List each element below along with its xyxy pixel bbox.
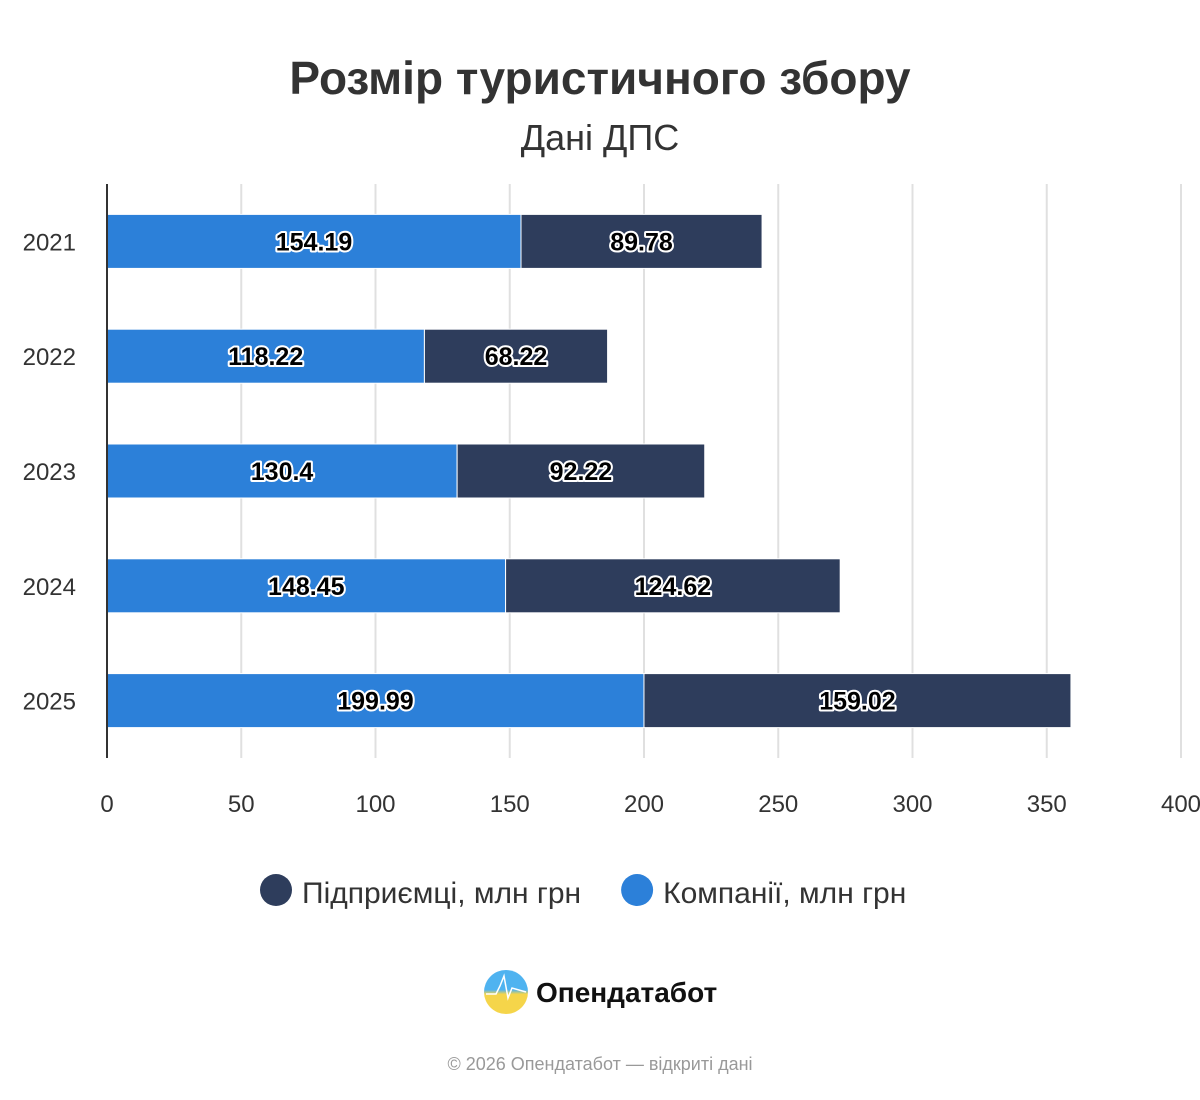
bar-segment: [520, 213, 763, 269]
x-tick-label: 50: [228, 791, 255, 818]
x-tick-label: 300: [892, 791, 932, 818]
legend-marker: [260, 874, 292, 906]
logo: Опендатабот: [484, 970, 717, 1014]
y-tick-label: 2024: [23, 574, 76, 601]
y-tick-label: 2025: [23, 689, 76, 716]
data-label: 199.99: [337, 688, 413, 716]
x-tick-label: 200: [624, 791, 664, 818]
bar-segment: [106, 558, 507, 614]
logo-text: Опендатабот: [536, 977, 717, 1008]
data-label: 89.78: [610, 228, 673, 256]
data-label: 68.22: [485, 343, 548, 371]
y-tick-label: 2021: [23, 229, 76, 256]
bar-segment: [505, 558, 841, 614]
x-tick-label: 0: [100, 791, 113, 818]
bar-segment: [106, 673, 645, 729]
x-tick-label: 350: [1027, 791, 1067, 818]
y-tick-label: 2023: [23, 459, 76, 486]
data-label: 130.4: [251, 458, 314, 486]
data-label: 92.22: [550, 458, 613, 486]
x-tick-label: 100: [355, 791, 395, 818]
bar-segment: [423, 328, 609, 384]
x-tick-label: 400: [1161, 791, 1200, 818]
legend-marker: [621, 874, 654, 906]
legend-item[interactable]: Підприємці, млн грн: [302, 877, 581, 910]
bar-segment: [106, 328, 425, 384]
x-tick-label: 250: [758, 791, 798, 818]
data-label: 154.19: [276, 228, 352, 256]
chart-title: Розмір туристичного збору: [289, 52, 911, 104]
data-label: 124.62: [635, 573, 711, 601]
data-label: 159.02: [819, 688, 895, 716]
data-label: 148.45: [268, 573, 345, 601]
bar-segment: [456, 443, 706, 499]
chart-subtitle: Дані ДПС: [521, 117, 680, 158]
x-tick-label: 150: [490, 791, 530, 818]
footer: © 2026 Опендатабот — відкриті дані: [447, 1054, 752, 1074]
legend-item[interactable]: Компанії, млн грн: [663, 877, 906, 910]
logo-icon: [484, 970, 528, 1014]
bar-segment: [643, 673, 1072, 729]
data-label: 118.22: [228, 343, 303, 371]
y-tick-label: 2022: [23, 344, 76, 371]
